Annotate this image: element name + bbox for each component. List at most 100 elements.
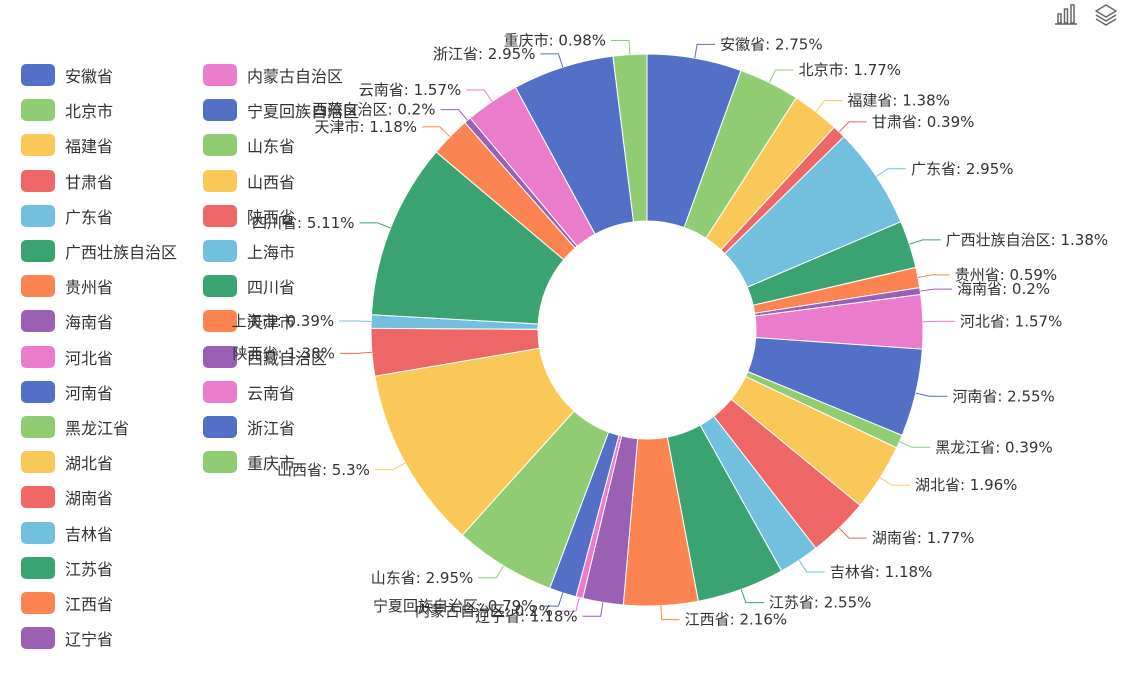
- legend-swatch: [21, 99, 55, 122]
- legend-swatch: [21, 592, 55, 614]
- legend-item[interactable]: 辽宁省: [21, 626, 113, 650]
- bar-chart-icon[interactable]: [1054, 2, 1078, 26]
- legend-swatch: [21, 380, 55, 403]
- leader-line: [920, 288, 953, 292]
- legend-swatch: [203, 99, 237, 122]
- leader-line: [582, 602, 604, 617]
- legend-label: 山西省: [247, 172, 296, 192]
- leader-line: [359, 222, 391, 229]
- legend-swatch: [203, 310, 237, 333]
- legend-item[interactable]: 北京市: [21, 98, 113, 122]
- legend-swatch: [203, 240, 237, 262]
- legend-item[interactable]: 海南省: [21, 309, 113, 333]
- legend-item[interactable]: 河北省: [21, 345, 113, 369]
- pie-slice[interactable]: [374, 347, 575, 536]
- legend-swatch: [203, 416, 237, 438]
- legend-item[interactable]: 浙江省: [203, 415, 295, 439]
- legend-label: 河北省: [65, 348, 114, 368]
- legend-swatch: [21, 64, 55, 86]
- legend-item[interactable]: 天津市: [203, 309, 295, 333]
- legend-item[interactable]: 云南省: [203, 380, 295, 404]
- data-label: 黑龙江省: 0.39%: [935, 438, 1052, 456]
- leader-line: [694, 43, 716, 59]
- leader-lines: [339, 40, 955, 621]
- data-label: 北京市: 1.77%: [799, 61, 901, 79]
- legend-item[interactable]: 河南省: [21, 380, 113, 404]
- legend-label: 辽宁省: [65, 630, 114, 650]
- legend-item[interactable]: 安徽省: [21, 63, 113, 87]
- leader-line: [879, 477, 910, 486]
- leader-line: [768, 69, 794, 83]
- legend-label: 北京市: [65, 102, 114, 122]
- legend-item[interactable]: 贵州省: [21, 274, 113, 298]
- data-label: 山西省: 5.3%: [277, 461, 370, 479]
- leader-line: [557, 597, 580, 612]
- legend-label: 福建省: [65, 137, 114, 157]
- legend-item[interactable]: 内蒙古自治区: [203, 63, 343, 87]
- legend-label: 江苏省: [65, 559, 114, 579]
- legend-label: 广西壮族自治区: [65, 243, 178, 262]
- legend-item[interactable]: 湖北省: [21, 450, 113, 474]
- data-label: 辽宁省: 1.18%: [475, 607, 577, 625]
- legend-item[interactable]: 江苏省: [21, 556, 113, 580]
- legend-swatch: [21, 486, 55, 509]
- data-label: 云南省: 1.57%: [359, 81, 461, 99]
- leader-line: [440, 109, 468, 121]
- legend-label: 湖北省: [65, 454, 114, 474]
- legend-label: 天津市: [247, 313, 296, 333]
- legend-label: 西藏自治区: [247, 348, 328, 368]
- legend-item[interactable]: 广东省: [21, 204, 113, 228]
- legend-item[interactable]: 陕西省: [203, 204, 295, 228]
- legend-item[interactable]: 广西壮族自治区: [21, 239, 177, 263]
- data-label: 宁夏回族自治区: 0.79%: [373, 597, 535, 615]
- leader-line: [540, 53, 564, 68]
- leader-line: [466, 89, 493, 102]
- leader-line: [660, 605, 680, 621]
- data-label: 陕西省: 1.38%: [232, 344, 334, 362]
- legend-item[interactable]: 重庆市: [203, 450, 295, 474]
- data-label: 天津市: 1.18%: [315, 118, 417, 136]
- data-label: 吉林省: 1.18%: [830, 563, 932, 581]
- leader-line: [478, 565, 504, 579]
- legend-item[interactable]: 山东省: [203, 133, 295, 157]
- legend-label: 四川省: [247, 278, 296, 298]
- leader-line: [339, 351, 372, 354]
- layers-icon[interactable]: [1094, 2, 1118, 26]
- data-label: 贵州省: 0.59%: [955, 266, 1057, 284]
- legend-item[interactable]: 西藏自治区: [203, 345, 327, 369]
- data-label: 河南省: 2.55%: [952, 387, 1054, 405]
- legend-item[interactable]: 吉林省: [21, 521, 113, 545]
- legend-label: 河南省: [65, 383, 114, 403]
- legend-item[interactable]: 湖南省: [21, 485, 113, 509]
- data-label: 甘肃省: 0.39%: [872, 113, 974, 131]
- leader-line: [915, 392, 948, 397]
- legend-item[interactable]: 福建省: [21, 133, 113, 157]
- legend-item[interactable]: 甘肃省: [21, 169, 113, 193]
- data-label: 福建省: 1.38%: [847, 92, 949, 110]
- legend-swatch: [21, 627, 55, 650]
- legend-label: 贵州省: [65, 278, 114, 298]
- legend-item[interactable]: 上海市: [203, 239, 295, 263]
- legend-item[interactable]: 四川省: [203, 274, 295, 298]
- legend-swatch: [21, 240, 55, 262]
- legend-swatch: [203, 204, 237, 227]
- legend-item[interactable]: 山西省: [203, 169, 295, 193]
- legend-label: 江西省: [65, 595, 114, 614]
- leader-line: [838, 121, 867, 133]
- data-label: 江西省: 2.16%: [685, 611, 787, 629]
- leader-line: [838, 527, 867, 539]
- data-label: 四川省: 5.11%: [252, 214, 354, 232]
- legend-label: 黑龙江省: [65, 419, 130, 438]
- legend-swatch: [21, 169, 55, 192]
- legend-item[interactable]: 宁夏回族自治区: [203, 98, 359, 122]
- leader-line: [798, 560, 825, 573]
- leader-line: [374, 462, 406, 471]
- legend-label: 海南省: [65, 313, 114, 333]
- pie-slice[interactable]: [612, 53, 648, 223]
- legend-item[interactable]: 江西省: [21, 591, 113, 615]
- legend-swatch: [21, 556, 55, 579]
- legend-item[interactable]: 黑龙江省: [21, 415, 129, 439]
- data-label: 海南省: 0.2%: [957, 280, 1050, 298]
- leader-line: [917, 274, 950, 278]
- legend-label: 宁夏回族自治区: [247, 102, 360, 122]
